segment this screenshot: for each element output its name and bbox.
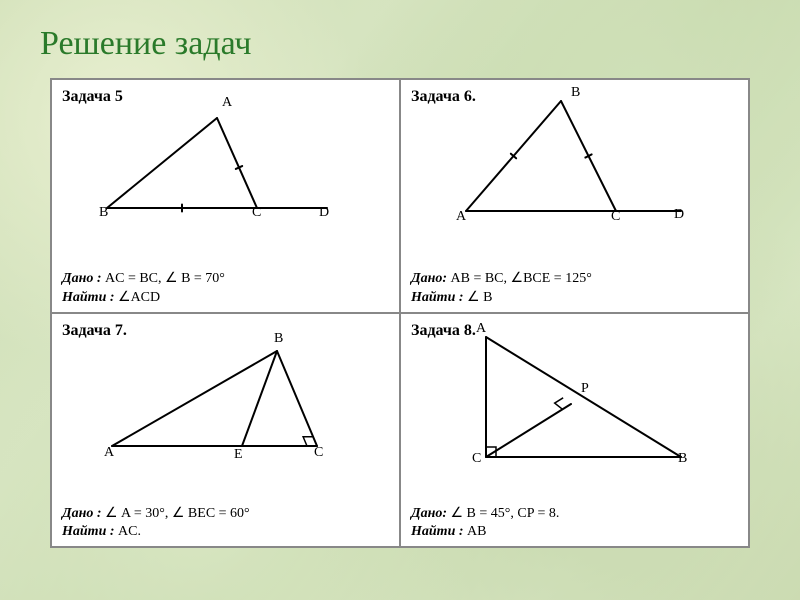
cell-problem-6: Задача 6. BACD Дано: AB = BC, ∠BCE = 125… bbox=[400, 79, 749, 313]
page-title: Решение задач bbox=[40, 25, 251, 63]
find-label: Найти : bbox=[411, 290, 464, 305]
text-block-6: Дано: AB = BC, ∠BCE = 125° Найти : ∠ B bbox=[411, 266, 738, 306]
text-block-8: Дано: ∠ B = 45°, CP = 8. Найти : AB bbox=[411, 501, 738, 540]
svg-text:A: A bbox=[476, 321, 487, 336]
svg-text:E: E bbox=[234, 447, 243, 462]
text-block-7: Дано : ∠ A = 30°, ∠ BEC = 60° Найти : AC… bbox=[62, 501, 389, 540]
given-text: AB = BC, ∠BCE = 125° bbox=[447, 271, 592, 286]
svg-text:B: B bbox=[571, 85, 580, 100]
given-label: Дано : bbox=[62, 271, 102, 286]
find-label: Найти : bbox=[411, 524, 464, 539]
svg-text:C: C bbox=[314, 445, 323, 460]
given-label: Дано : bbox=[62, 506, 102, 521]
cell-problem-7: Задача 7. ABCE Дано : ∠ A = 30°, ∠ BEC =… bbox=[51, 313, 400, 547]
find-label: Найти : bbox=[62, 290, 115, 305]
svg-text:P: P bbox=[581, 381, 589, 396]
cell-problem-5: Задача 5 ABCD Дано : AC = BC, ∠ B = 70° … bbox=[51, 79, 400, 313]
cell-problem-8: Задача 8. ACBP Дано: ∠ B = 45°, CP = 8. … bbox=[400, 313, 749, 547]
svg-text:C: C bbox=[611, 209, 620, 224]
text-block-5: Дано : AC = BC, ∠ B = 70° Найти : ∠ACD bbox=[62, 266, 389, 306]
given-text: AC = BC, ∠ B = 70° bbox=[102, 271, 225, 286]
svg-text:A: A bbox=[456, 209, 467, 224]
given-text: ∠ B = 45°, CP = 8. bbox=[447, 506, 559, 521]
given-text: ∠ A = 30°, ∠ BEC = 60° bbox=[102, 506, 250, 521]
find-text: ∠ACD bbox=[115, 290, 161, 305]
figure-6: BACD bbox=[446, 96, 696, 231]
problems-grid: Задача 5 ABCD Дано : AC = BC, ∠ B = 70° … bbox=[50, 78, 750, 548]
svg-text:A: A bbox=[222, 95, 233, 110]
svg-text:C: C bbox=[252, 205, 261, 220]
figure-8: ACBP bbox=[456, 332, 706, 477]
find-text: ∠ B bbox=[464, 290, 493, 305]
figure-5: ABCD bbox=[97, 108, 337, 228]
svg-text:B: B bbox=[274, 331, 283, 346]
svg-text:D: D bbox=[674, 207, 684, 222]
figure-7: ABCE bbox=[102, 336, 332, 471]
svg-text:C: C bbox=[472, 451, 481, 466]
find-text: AB bbox=[464, 524, 487, 539]
find-text: AC. bbox=[115, 524, 141, 539]
given-label: Дано: bbox=[411, 271, 447, 286]
svg-text:B: B bbox=[99, 205, 108, 220]
svg-text:A: A bbox=[104, 445, 115, 460]
given-label: Дано: bbox=[411, 506, 447, 521]
svg-text:D: D bbox=[319, 205, 329, 220]
find-label: Найти : bbox=[62, 524, 115, 539]
svg-text:B: B bbox=[678, 451, 687, 466]
